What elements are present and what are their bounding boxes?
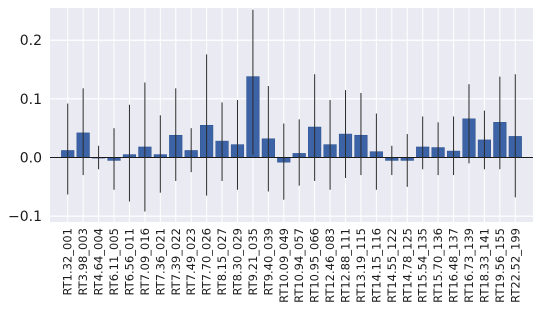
x-tick-label: RT22.52_199 [508, 228, 522, 303]
x-tick-label: RT6.56_011 [122, 228, 136, 295]
y-tick-label: 0.2 [20, 33, 42, 49]
x-tick-label: RT7.70_026 [200, 228, 214, 295]
x-tick-labels: RT1.32_001 RT3.98_003 RT4.64_004 RT6.11_005… [61, 228, 523, 303]
x-tick-label: RT4.64_004 [92, 228, 106, 295]
x-tick-label: RT15.70_136 [431, 228, 445, 303]
x-tick-label: RT16.73_139 [462, 228, 476, 303]
x-tick-label: RT10.09_049 [277, 228, 291, 303]
x-tick-label: RT8.15_027 [215, 228, 229, 295]
x-tick-label: RT15.54_135 [416, 228, 430, 303]
plot-background [50, 8, 533, 222]
x-tick-label: RT18.33_141 [477, 228, 491, 303]
y-tick-label: 0.0 [20, 151, 42, 167]
x-tick-label: RT12.88_111 [339, 228, 353, 303]
x-tick-label: RT19.56_155 [493, 228, 507, 303]
x-tick-label: RT8.30_029 [230, 228, 244, 295]
x-tick-label: RT10.94_057 [292, 228, 306, 303]
x-tick-label: RT6.11_005 [107, 228, 121, 295]
x-tick-label: RT16.48_137 [447, 228, 461, 303]
x-tick-label: RT1.32_001 [61, 228, 75, 295]
x-tick-label: RT7.36_021 [153, 228, 167, 295]
x-tick-label: RT9.40_039 [261, 228, 275, 295]
y-tick-label: 0.1 [20, 92, 42, 108]
x-tick-label: RT14.15_116 [369, 228, 383, 303]
x-tick-label: RT9.21_035 [246, 228, 260, 295]
x-tick-label: RT7.09_016 [138, 228, 152, 295]
x-tick-label: RT7.39_022 [169, 228, 183, 295]
x-tick-label: RT13.19_115 [354, 228, 368, 303]
x-tick-label: RT7.49_023 [184, 228, 198, 295]
y-tick-labels: −0.1 0.0 0.1 0.2 [8, 33, 42, 225]
x-tick-label: RT14.78_125 [400, 228, 414, 303]
x-tick-label: RT14.55_122 [385, 228, 399, 303]
y-tick-label: −0.1 [8, 209, 42, 225]
error-bars-layer [67, 9, 516, 212]
x-tick-label: RT12.46_083 [323, 228, 337, 303]
x-tick-label: RT3.98_003 [76, 228, 90, 295]
x-tick-label: RT10.95_066 [308, 228, 322, 303]
